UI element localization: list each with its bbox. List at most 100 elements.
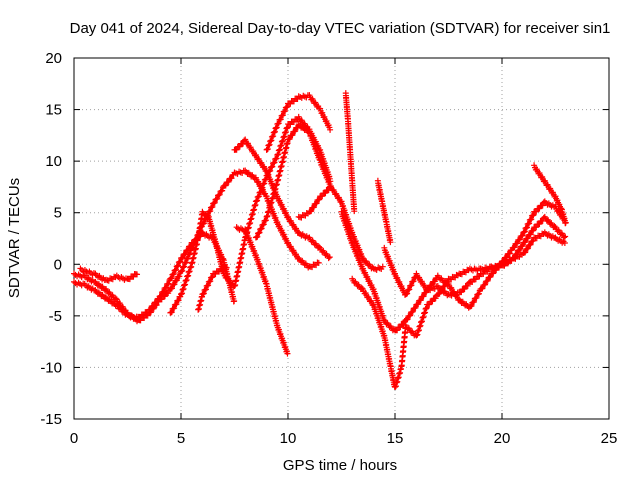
- data-point: [171, 281, 178, 288]
- data-point: [516, 246, 523, 253]
- y-tick-label: 10: [45, 153, 62, 170]
- series-track-9: [263, 92, 334, 153]
- data-point: [112, 295, 119, 302]
- data-point: [426, 301, 433, 308]
- data-point: [432, 295, 439, 302]
- data-point: [187, 242, 194, 249]
- data-point: [275, 120, 282, 127]
- y-tick-label: 20: [45, 50, 62, 67]
- data-point: [404, 316, 411, 323]
- data-point: [273, 155, 280, 162]
- x-tick-label: 25: [601, 430, 618, 447]
- data-point: [286, 135, 293, 142]
- data-point: [260, 221, 267, 228]
- data-point: [409, 308, 416, 315]
- data-point: [561, 240, 568, 247]
- data-point: [316, 196, 323, 203]
- data-point: [277, 116, 284, 123]
- x-tick-label: 10: [280, 430, 297, 447]
- y-axis-label: SDTVAR / TECUs: [6, 178, 23, 298]
- data-point: [182, 250, 189, 257]
- data-point: [351, 208, 358, 215]
- y-tick-label: -15: [40, 411, 62, 428]
- data-point: [429, 298, 436, 305]
- data-point: [511, 244, 518, 251]
- data-point: [177, 258, 184, 265]
- data-point: [209, 273, 216, 280]
- data-point: [284, 350, 291, 357]
- data-point: [181, 263, 188, 270]
- y-tick-label: 5: [54, 205, 62, 222]
- data-point: [325, 255, 332, 262]
- data-point: [165, 280, 172, 287]
- data-point: [179, 254, 186, 261]
- data-point: [527, 241, 534, 248]
- data-point: [269, 163, 276, 170]
- data-point: [326, 254, 333, 261]
- data-point: [165, 290, 172, 297]
- data-point: [394, 327, 401, 334]
- data-point: [479, 285, 486, 292]
- data-point: [173, 277, 180, 284]
- data-point: [315, 259, 322, 266]
- data-point: [256, 229, 263, 236]
- data-point: [524, 235, 531, 242]
- data-point: [168, 275, 175, 282]
- data-point: [490, 270, 497, 277]
- data-point: [562, 233, 569, 240]
- plot-frame: [73, 57, 610, 420]
- x-tick-label: 0: [70, 430, 78, 447]
- series-track-3: [77, 265, 141, 284]
- data-point: [551, 223, 558, 230]
- data-point: [173, 266, 180, 273]
- data-point: [183, 259, 190, 266]
- series-track-2: [71, 229, 238, 322]
- chart-title: Day 041 of 2024, Sidereal Day-to-day VTE…: [70, 20, 611, 37]
- data-point: [533, 224, 540, 231]
- data-point: [521, 228, 528, 235]
- data-point: [207, 278, 214, 285]
- x-ticks: 0 5 10 15 20 25: [70, 58, 618, 447]
- data-point: [147, 306, 154, 313]
- x-tick-label: 5: [177, 430, 185, 447]
- data-point: [168, 309, 175, 316]
- data-point: [233, 146, 240, 153]
- data-point: [254, 233, 261, 240]
- data-point: [225, 178, 232, 185]
- y-tick-label: 0: [54, 256, 62, 273]
- data-point: [516, 236, 523, 243]
- series-track-15: [531, 162, 569, 227]
- data-point: [134, 271, 141, 278]
- data-point: [473, 294, 480, 301]
- data-point: [258, 225, 265, 232]
- data-point: [522, 249, 529, 256]
- data-point: [461, 286, 468, 293]
- data-point: [310, 204, 317, 211]
- data-point: [412, 304, 419, 311]
- data-point: [441, 282, 448, 289]
- data-point: [417, 297, 424, 304]
- data-point: [558, 205, 565, 212]
- data-point: [475, 290, 482, 297]
- data-point: [222, 182, 229, 189]
- data-point: [202, 286, 209, 293]
- data-point: [176, 273, 183, 280]
- x-tick-label: 15: [387, 430, 404, 447]
- data-point: [175, 297, 182, 304]
- series-track-16: [374, 177, 394, 246]
- data-point: [207, 207, 214, 214]
- data-point: [262, 217, 269, 224]
- data-point: [487, 273, 494, 280]
- data-point: [528, 216, 535, 223]
- series-track-10: [295, 182, 386, 273]
- data-point: [404, 290, 411, 297]
- data-points: [71, 90, 569, 391]
- data-point: [219, 187, 226, 194]
- data-point: [527, 231, 534, 238]
- data-point: [171, 305, 178, 312]
- data-point: [289, 132, 296, 139]
- data-point: [308, 208, 315, 215]
- data-point: [158, 292, 165, 299]
- data-point: [406, 286, 413, 293]
- series-track-5: [195, 263, 230, 313]
